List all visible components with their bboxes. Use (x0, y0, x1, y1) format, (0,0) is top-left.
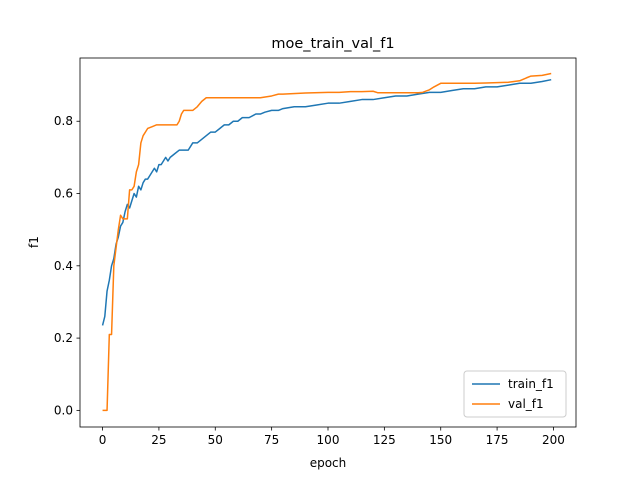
x-tick-label: 0 (99, 433, 107, 447)
series-line-val_f1 (102, 72, 552, 412)
x-tick-label: 200 (542, 433, 565, 447)
legend-label-val_f1: val_f1 (508, 397, 544, 411)
x-tick-label: 50 (208, 433, 223, 447)
chart-title: moe_train_val_f1 (271, 36, 394, 52)
y-tick-label: 0.6 (54, 187, 73, 201)
x-tick-label: 75 (264, 433, 279, 447)
x-axis-label: epoch (310, 456, 347, 470)
legend: train_f1 val_f1 (463, 370, 567, 418)
legend-label-train_f1: train_f1 (508, 377, 554, 391)
y-tick-label: 0.8 (54, 114, 73, 128)
y-tick-label: 0.0 (54, 403, 73, 417)
legend-box (463, 370, 567, 418)
y-axis-label: f1 (27, 236, 41, 248)
x-tick-label: 25 (151, 433, 166, 447)
y-tick-label: 0.2 (54, 331, 73, 345)
x-tick-label: 100 (317, 433, 340, 447)
x-tick-label: 125 (373, 433, 396, 447)
x-tick-label: 175 (486, 433, 509, 447)
series-line-train_f1 (101, 78, 552, 326)
axis-ticks: 0 25 50 75 100 125 150 175 200 0.0 0.2 0.4 0.6 0.8 (54, 114, 565, 447)
x-tick-label: 150 (429, 433, 452, 447)
y-tick-label: 0.4 (54, 259, 73, 273)
